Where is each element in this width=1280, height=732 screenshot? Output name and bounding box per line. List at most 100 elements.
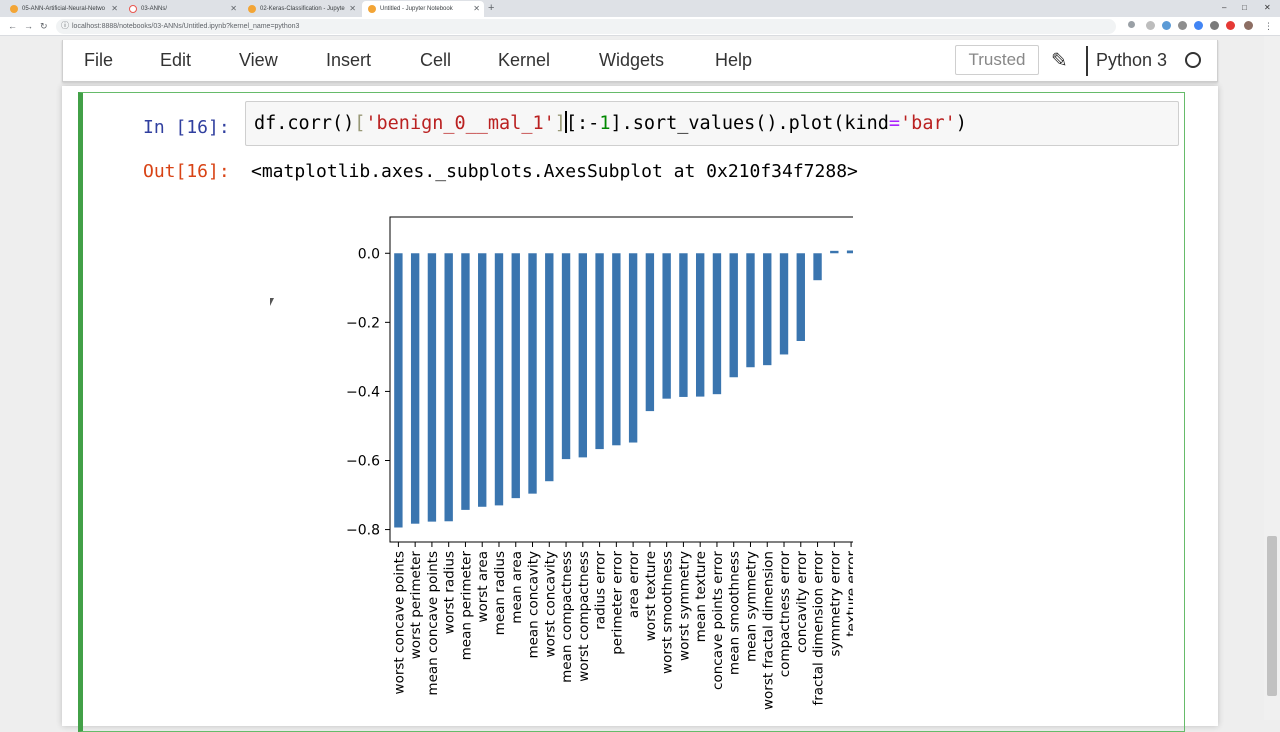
bar: [528, 253, 537, 494]
y-tick-label: −0.2: [346, 315, 380, 331]
zoom-icon[interactable]: [1128, 21, 1135, 28]
x-tick-label: worst area: [475, 551, 491, 623]
bar: [796, 253, 805, 341]
x-tick-label: mean radius: [492, 551, 508, 635]
page-scrollbar[interactable]: [1264, 36, 1280, 720]
profile-avatar-icon[interactable]: [1244, 21, 1253, 30]
bar: [595, 253, 604, 450]
forward-icon[interactable]: →: [24, 21, 33, 31]
bar: [679, 253, 688, 397]
x-tick-label: compactness error: [777, 551, 793, 678]
code-line: df.corr()['benign_0__mal_1'][:-1].sort_v…: [254, 111, 967, 134]
jupyter-favicon-icon: [10, 5, 18, 13]
code-editor[interactable]: df.corr()['benign_0__mal_1'][:-1].sort_v…: [245, 101, 1179, 146]
kernel-idle-icon: [1185, 52, 1201, 68]
x-tick-label: worst concave points: [391, 551, 407, 694]
bar: [763, 253, 772, 366]
extension-icon[interactable]: [1178, 21, 1187, 30]
y-tick-label: −0.8: [346, 523, 380, 539]
close-window-icon[interactable]: ✕: [1264, 3, 1271, 12]
menu-view[interactable]: View: [239, 50, 278, 70]
minimize-icon[interactable]: –: [1222, 3, 1227, 12]
output-prompt: Out[16]:: [143, 161, 230, 182]
x-tick-label: mean symmetry: [743, 551, 759, 662]
bar: [662, 253, 671, 399]
star-icon[interactable]: [1146, 21, 1155, 30]
browser-tab[interactable]: 02-Keras-Classification - Jupyte ✕: [242, 1, 360, 17]
scrollbar-thumb[interactable]: [1267, 536, 1277, 696]
bar: [729, 253, 738, 378]
menubar: File Edit View Insert Cell Kernel Widget…: [62, 40, 1218, 82]
extension-icon[interactable]: [1194, 21, 1203, 30]
jupyter-header: File Edit View Insert Cell Kernel Widget…: [0, 36, 1280, 86]
close-tab-icon[interactable]: ✕: [230, 4, 237, 13]
close-tab-icon[interactable]: ✕: [111, 4, 118, 13]
reload-icon[interactable]: ↻: [40, 21, 48, 31]
browser-address-bar: ← → ↻ ⓘ localhost:8888/notebooks/03-ANNs…: [0, 17, 1280, 36]
menu-cell[interactable]: Cell: [420, 50, 452, 70]
mouse-pointer-icon: [270, 298, 274, 306]
x-tick-label: mean compactness: [559, 551, 575, 683]
bar: [830, 250, 839, 254]
x-tick-label: radius error: [593, 551, 609, 630]
x-tick-label: fractal dimension error: [811, 551, 827, 706]
jupyter-favicon-icon: [248, 5, 256, 13]
x-tick-label: worst smoothness: [660, 551, 676, 674]
edit-pencil-icon[interactable]: ✎: [1051, 50, 1068, 72]
url-bar[interactable]: ⓘ localhost:8888/notebooks/03-ANNs/Untit…: [56, 19, 1116, 34]
bar: [746, 253, 755, 368]
browser-tab-bar: 05-ANN-Artificial-Neural-Netwo ✕ 03-ANNs…: [0, 0, 1280, 17]
bar: [779, 253, 789, 355]
extension-icon[interactable]: [1162, 21, 1171, 30]
back-icon[interactable]: ←: [8, 21, 17, 31]
bar: [578, 253, 588, 458]
extension-icon[interactable]: [1210, 21, 1219, 30]
menu-insert[interactable]: Insert: [326, 50, 372, 70]
bar: [394, 253, 403, 528]
x-tick-label: worst fractal dimension: [760, 551, 776, 710]
trusted-indicator[interactable]: Trusted: [955, 45, 1039, 75]
bar: [628, 253, 638, 443]
x-tick-label: mean concavity: [526, 551, 542, 659]
close-tab-icon[interactable]: ✕: [349, 4, 356, 13]
bar: [846, 250, 853, 254]
x-tick-label: worst concavity: [542, 551, 558, 657]
jupyter-favicon-icon: [368, 5, 376, 13]
output-text: <matplotlib.axes._subplots.AxesSubplot a…: [251, 161, 858, 182]
browser-tab-active[interactable]: Untitled - Jupyter Notebook ✕: [362, 1, 484, 17]
bar: [712, 253, 722, 395]
notebook-area: In [16]: df.corr()['benign_0__mal_1'][:-…: [0, 86, 1280, 732]
x-tick-label: mean smoothness: [727, 551, 743, 675]
plot-frame: [389, 216, 853, 543]
menu-edit[interactable]: Edit: [160, 50, 192, 70]
y-tick-label: −0.4: [346, 384, 380, 400]
site-info-icon[interactable]: ⓘ: [61, 21, 69, 30]
menu-file[interactable]: File: [84, 50, 114, 70]
menu-help[interactable]: Help: [715, 50, 753, 70]
close-tab-icon[interactable]: ✕: [473, 4, 480, 13]
bar: [478, 253, 487, 507]
new-tab-icon[interactable]: +: [488, 2, 495, 14]
kernel-name[interactable]: Python 3: [1096, 50, 1168, 70]
extension-icon[interactable]: [1226, 21, 1235, 30]
x-tick-label: mean area: [509, 551, 525, 624]
input-prompt: In [16]:: [143, 117, 230, 138]
menu-widgets[interactable]: Widgets: [599, 50, 665, 70]
x-tick-label: mean concave points: [425, 551, 441, 696]
maximize-icon[interactable]: □: [1242, 3, 1247, 12]
code-cell-selected[interactable]: In [16]: df.corr()['benign_0__mal_1'][:-…: [78, 92, 1185, 732]
browser-menu-icon[interactable]: ⋮: [1264, 21, 1273, 31]
browser-tab[interactable]: 03-ANNs/ ✕: [123, 1, 241, 17]
bar: [494, 253, 504, 506]
browser-tab[interactable]: 05-ANN-Artificial-Neural-Netwo ✕: [4, 1, 122, 17]
y-tick-label: −0.6: [346, 453, 380, 469]
bar: [511, 253, 520, 499]
x-tick-label: worst compactness: [576, 551, 592, 682]
bar: [545, 253, 554, 482]
menu-kernel[interactable]: Kernel: [498, 50, 551, 70]
x-tick-label: symmetry error: [827, 551, 843, 657]
text-cursor: [564, 111, 567, 133]
bar: [645, 253, 655, 412]
bar: [695, 253, 705, 397]
